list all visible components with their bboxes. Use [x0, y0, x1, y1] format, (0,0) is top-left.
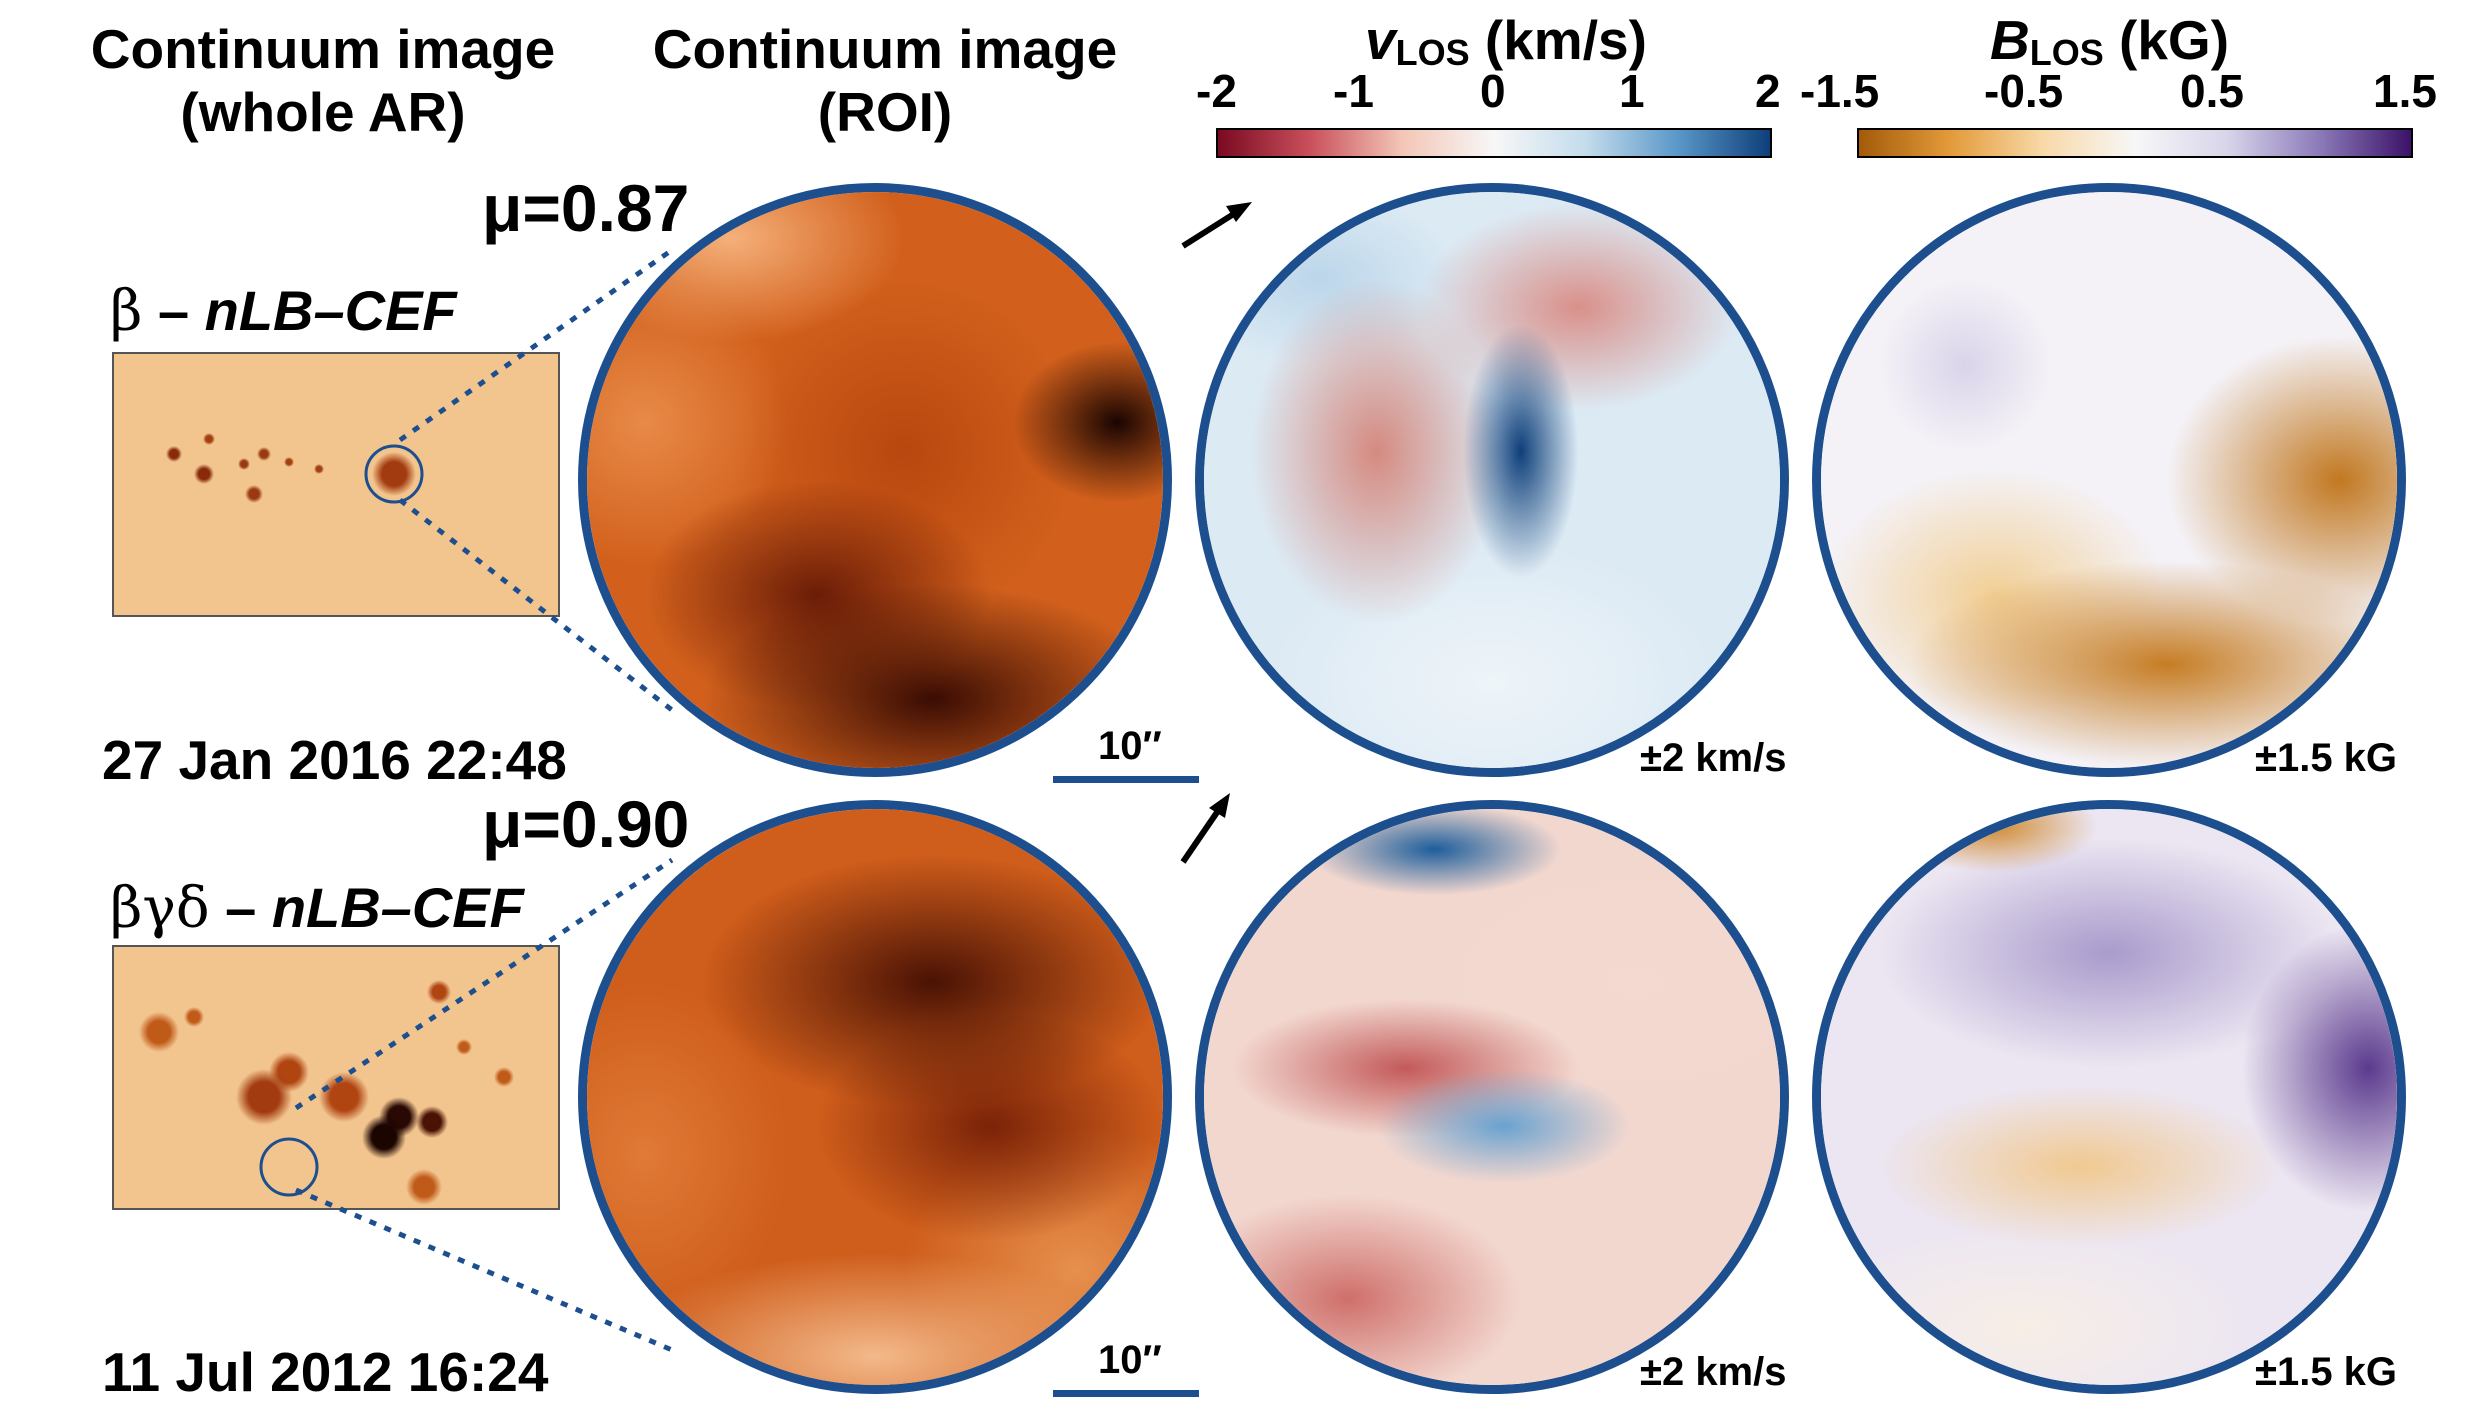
scale-bar-row2 [1053, 1390, 1199, 1397]
header-whole-ar-line2: (whole AR) [180, 81, 466, 144]
thumbnail-image [114, 354, 558, 615]
blos-disk-row1 [1812, 183, 2406, 777]
vlos-disk-row1 [1195, 183, 1789, 777]
disk-image [1821, 809, 2397, 1385]
blos-unit: (kG) [2119, 9, 2230, 71]
blos-tick: -0.5 [1984, 65, 2064, 117]
blos-range-row1: ±1.5 kG [2255, 736, 2398, 780]
date-row2: 11 Jul 2012 16:24 [102, 1341, 549, 1403]
blos-subscript: LOS [2029, 32, 2104, 73]
vlos-tick: -1 [1333, 65, 1374, 117]
vlos-colorbar [1216, 128, 1772, 158]
header-roi-line2: (ROI) [817, 81, 953, 144]
vlos-symbol: v [1365, 9, 1396, 71]
scale-bar-label-row2: 10′′ [1098, 1338, 1162, 1382]
header-whole-ar-line1: Continuum image [90, 18, 556, 80]
vlos-tick: -2 [1196, 65, 1237, 117]
date-row1: 27 Jan 2016 22:48 [102, 729, 567, 791]
north-arrow-icon-row2 [1180, 793, 1230, 864]
blos-tick: 1.5 [2373, 65, 2437, 117]
vlos-subscript: LOS [1395, 32, 1470, 73]
sunspot-class-symbol-row1: β [110, 279, 143, 344]
sunspot-class-row2: βγδ – nLB–CEF [110, 876, 524, 941]
disk-image [1821, 192, 2397, 768]
continuum-roi-disk-row2 [578, 800, 1172, 1394]
thumbnail-image [114, 947, 558, 1208]
blos-colorbar [1857, 128, 2413, 158]
sunspot-class-label-row1: nLB–CEF [204, 279, 457, 342]
vlos-range-row1: ±2 km/s [1640, 736, 1787, 780]
disk-image [587, 809, 1163, 1385]
disk-image [587, 192, 1163, 768]
blos-tick: 0.5 [2180, 65, 2244, 117]
header-roi-line1: Continuum image [652, 18, 1118, 80]
sunspot-class-label-row2: nLB–CEF [271, 876, 524, 939]
scale-bar-row1 [1053, 776, 1199, 783]
north-arrow-icon-row1 [1181, 202, 1252, 249]
scale-bar-label-row1: 10′′ [1098, 724, 1162, 768]
whole-ar-thumbnail-row2 [112, 945, 560, 1210]
blos-range-row2: ±1.5 kG [2255, 1350, 2398, 1394]
zoom-line-bottom-row1 [398, 498, 674, 712]
zoom-line-bottom-row2 [295, 1187, 673, 1353]
roi-circle-marker [364, 444, 424, 504]
sunspot-class-row1: β – nLB–CEF [110, 279, 457, 344]
blos-symbol: B [1990, 9, 2030, 71]
vlos-tick: 0 [1480, 65, 1506, 117]
vlos-tick: 1 [1619, 65, 1645, 117]
header-roi: Continuum image (ROI) [590, 18, 1180, 145]
blos-tick: -1.5 [1800, 65, 1880, 117]
blos-colorbar-title: BLOS (kG) [1990, 8, 2229, 74]
vlos-unit: (km/s) [1484, 9, 1647, 71]
roi-circle-marker [259, 1137, 319, 1197]
zoom-line-top-row1 [398, 247, 674, 443]
disk-image [1204, 809, 1780, 1385]
header-whole-ar: Continuum image (whole AR) [28, 18, 618, 145]
blos-disk-row2 [1812, 800, 2406, 1394]
vlos-range-row2: ±2 km/s [1640, 1350, 1787, 1394]
disk-image [1204, 192, 1780, 768]
sunspot-class-symbol-row2: βγδ [110, 876, 210, 941]
vlos-disk-row2 [1195, 800, 1789, 1394]
vlos-colorbar-title: vLOS (km/s) [1365, 8, 1647, 74]
zoom-line-top-row2 [294, 857, 674, 1111]
vlos-tick: 2 [1755, 65, 1781, 117]
continuum-roi-disk-row1 [578, 183, 1172, 777]
whole-ar-thumbnail-row1 [112, 352, 560, 617]
